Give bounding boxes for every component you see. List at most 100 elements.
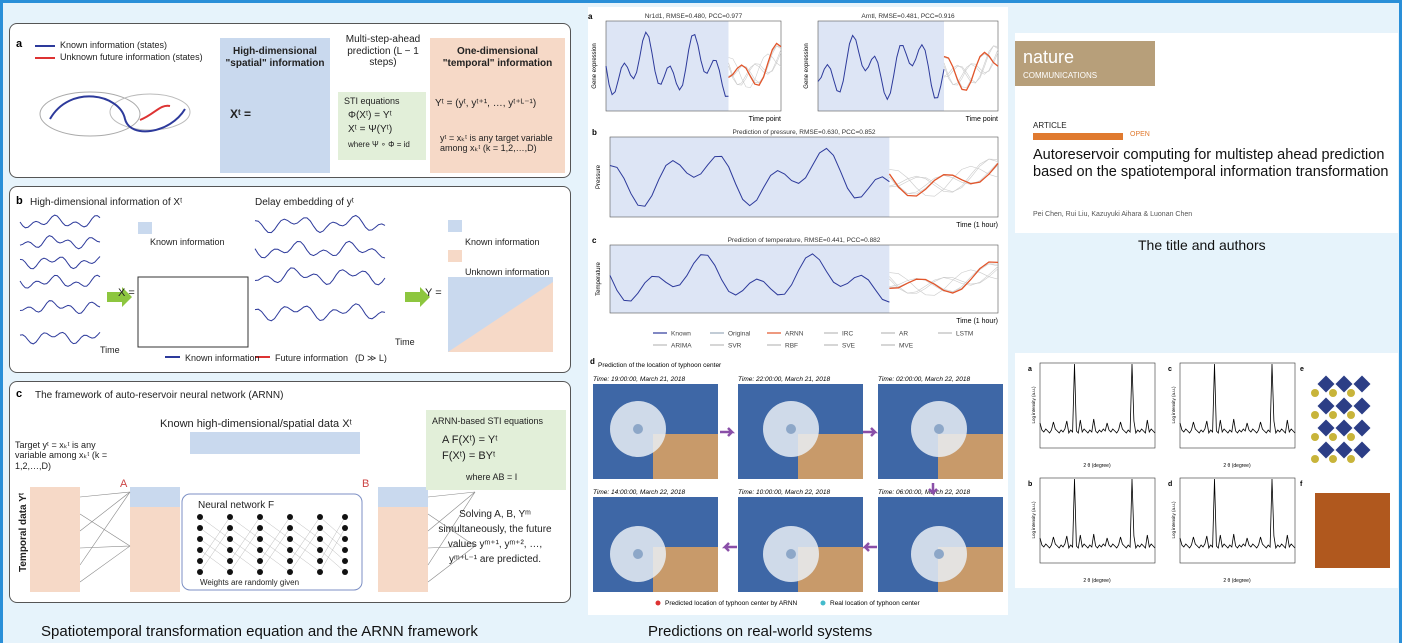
neuron xyxy=(287,536,293,542)
neuron xyxy=(342,514,348,520)
atom xyxy=(1347,411,1355,419)
panel-label: a xyxy=(588,12,593,21)
text: Multi-step-ahead prediction (L − 1 steps… xyxy=(345,34,421,68)
legend-text: RBF xyxy=(785,343,798,350)
edge xyxy=(199,516,231,562)
forecast-line xyxy=(728,52,782,86)
neuron xyxy=(227,514,233,520)
wave xyxy=(254,240,386,259)
neuron xyxy=(227,569,233,575)
neuron xyxy=(342,536,348,542)
wave xyxy=(19,300,101,315)
text: Yᵗ = (yᵗ, yᵗ⁺¹, …, yᵗ⁺ᴸ⁻¹) xyxy=(435,98,537,109)
middle-figure: a Nr1d1, RMSE=0.480, PCC=0.977 Time point G… xyxy=(588,7,1008,615)
time-label: Time: 02:00:00, March 22, 2018 xyxy=(878,376,970,383)
edge xyxy=(259,516,291,562)
text: One-dimensional "temporal" information xyxy=(442,46,553,69)
edge xyxy=(229,516,261,562)
arnn-line xyxy=(889,261,999,294)
legend-text: Real location of typhoon center xyxy=(830,600,920,607)
x-label: 2 θ (degree) xyxy=(1223,463,1251,469)
doi-bar xyxy=(1033,133,1123,140)
legend-text: MVE xyxy=(899,343,914,350)
neuron xyxy=(197,514,203,520)
panel-c: c The framework of auto-reservoir neural… xyxy=(9,381,571,603)
neuron xyxy=(257,536,263,542)
text: OPEN xyxy=(1130,131,1150,138)
panel-label: b xyxy=(592,128,597,137)
text: Unknown information xyxy=(465,267,550,277)
xrd-figure: a 2 θ (degree) Log intensity (a.u.) c 2 θ (d… xyxy=(1015,353,1398,588)
forecast-line xyxy=(889,158,999,193)
storm-eye xyxy=(633,549,643,559)
text: where AB = I xyxy=(466,472,518,482)
spatial-box: High-dimensional "spatial" information X… xyxy=(220,38,330,173)
figure: a Nr1d1, RMSE=0.480, PCC=0.977 Time point G… xyxy=(588,12,1003,607)
atom xyxy=(1347,455,1355,463)
atom xyxy=(1329,455,1337,463)
matrix-lower xyxy=(448,282,553,352)
edge xyxy=(427,491,476,532)
edge xyxy=(427,513,476,547)
legend-text: ARIMA xyxy=(671,343,692,350)
atom xyxy=(1311,433,1319,441)
arrow xyxy=(721,542,737,552)
wave xyxy=(254,214,386,234)
y-label: Log intensity (a.u.) xyxy=(1031,501,1036,539)
caption: Spatiotemporal transformation equation a… xyxy=(41,623,478,640)
input-bar xyxy=(190,432,360,454)
storm-eye xyxy=(934,549,944,559)
panel-b: b High-dimensional information of Xᵗ Del… xyxy=(9,186,571,373)
y-label: Gene expression xyxy=(592,43,598,88)
article-card: nature COMMUNICATIONS ARTICLE OPEN Autor… xyxy=(1015,33,1398,233)
known-line xyxy=(609,253,890,303)
panel-label: c xyxy=(1168,366,1172,373)
x-label: 2 θ (degree) xyxy=(1223,578,1251,584)
panel-label: d xyxy=(590,357,595,366)
arrow xyxy=(861,542,877,552)
known-line xyxy=(609,147,890,207)
spectrum xyxy=(1179,363,1296,435)
neuron xyxy=(227,558,233,564)
temporal-box: One-dimensional "temporal" information Y… xyxy=(430,38,565,173)
arrow xyxy=(405,287,430,307)
known-line xyxy=(817,34,945,101)
octahedron xyxy=(1353,375,1371,393)
y-label: Pressure xyxy=(596,164,602,189)
panel-label: f xyxy=(1300,481,1303,488)
time-label: Time: 14:00:00, March 22, 2018 xyxy=(593,489,685,496)
neuron xyxy=(257,514,263,520)
panel-label: a xyxy=(1028,366,1032,373)
atom xyxy=(1347,389,1355,397)
panel-label: e xyxy=(1300,366,1304,373)
edge xyxy=(199,527,231,573)
plot-bg xyxy=(610,245,890,313)
text: Weights are randomly given xyxy=(200,578,300,587)
time-label: Time: 22:00:00, March 21, 2018 xyxy=(738,376,830,383)
text: Time xyxy=(100,345,120,355)
text: Known high-dimensional/spatial data Xᵗ xyxy=(160,418,352,430)
plot-title: Prediction of temperature, RMSE=0.441, P… xyxy=(728,237,881,244)
edge xyxy=(427,491,476,498)
panel-label: b xyxy=(16,195,23,207)
legend-text: AR xyxy=(899,331,908,338)
y-left-top xyxy=(130,487,180,507)
text: B xyxy=(362,478,370,490)
text: High-dimensional information of Xᵗ xyxy=(30,197,183,208)
atom xyxy=(1329,411,1337,419)
x-label: Time point xyxy=(749,116,781,123)
legend-text: IRC xyxy=(842,331,854,338)
plot-title: Prediction of pressure, RMSE=0.630, PCC=… xyxy=(732,129,875,136)
legend-dot xyxy=(655,600,661,606)
neuron xyxy=(257,569,263,575)
neuron xyxy=(287,569,293,575)
legend-text: ARNN xyxy=(785,331,804,338)
text: nature xyxy=(1023,47,1075,67)
neuron xyxy=(227,536,233,542)
neuron xyxy=(317,558,323,564)
time-label: Time: 19:00:00, March 21, 2018 xyxy=(593,376,685,383)
plot-frame xyxy=(1179,362,1296,449)
legend-text: SVR xyxy=(728,343,742,350)
x-label: Time (1 hour) xyxy=(956,318,998,325)
eq-box: ARNN-based STI equations A F(Xᵗ) = Yᵗ F(… xyxy=(426,410,566,490)
